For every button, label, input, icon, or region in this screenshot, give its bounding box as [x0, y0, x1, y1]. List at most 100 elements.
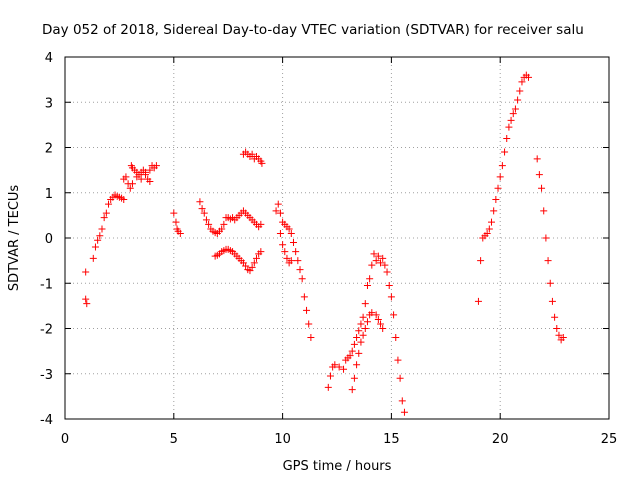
data-point [146, 166, 154, 174]
data-point [348, 347, 356, 355]
data-point [100, 214, 108, 222]
data-point [346, 352, 354, 360]
data-point [294, 257, 302, 265]
x-axis-label: GPS time / hours [283, 459, 392, 474]
data-point [359, 331, 367, 339]
data-point [498, 162, 506, 170]
data-point [555, 331, 563, 339]
data-point [385, 282, 393, 290]
data-point [202, 216, 210, 224]
data-point [368, 309, 376, 317]
data-point [359, 313, 367, 321]
data-point [516, 87, 524, 95]
data-point [102, 209, 110, 217]
data-point [394, 356, 402, 364]
data-point [152, 162, 160, 170]
data-point [398, 397, 406, 405]
data-point [83, 300, 91, 308]
data-point [474, 297, 482, 305]
data-point [361, 325, 369, 332]
data-point [392, 334, 400, 342]
data-point [396, 374, 404, 382]
data-point [357, 320, 365, 328]
series-seg13 [372, 252, 408, 416]
series-seg9 [272, 200, 315, 342]
data-point [374, 252, 382, 260]
data-point [366, 275, 374, 283]
data-point [485, 225, 493, 233]
series-seg1 [82, 268, 91, 308]
series-seg10 [276, 229, 295, 267]
data-point [220, 220, 228, 228]
y-axis-label: SDTVAR / TECUs [7, 185, 22, 292]
data-point [258, 159, 266, 167]
data-point [91, 243, 99, 251]
data-point [326, 372, 334, 380]
y-tick-label: 1 [45, 187, 53, 202]
data-point [324, 383, 332, 391]
data-point [355, 327, 363, 335]
series-seg7 [211, 245, 265, 275]
data-point [353, 334, 361, 342]
data-point [137, 175, 145, 183]
data-point [274, 200, 282, 208]
data-point [511, 105, 519, 113]
data-point [176, 229, 184, 237]
y-tick-label: 3 [45, 96, 53, 111]
data-point [540, 207, 548, 215]
y-tick-label: 4 [45, 51, 53, 66]
data-point [538, 184, 546, 192]
x-tick-label: 10 [274, 432, 291, 447]
data-point [300, 293, 308, 301]
data-point [535, 171, 543, 179]
series-seg5 [170, 209, 184, 237]
data-point [551, 313, 559, 321]
data-point [400, 408, 408, 416]
series-seg11 [324, 250, 378, 391]
data-point [276, 209, 284, 217]
data-point [548, 297, 556, 305]
data-point [285, 225, 293, 233]
data-point [122, 173, 130, 181]
data-point [196, 198, 204, 206]
data-point [303, 306, 311, 314]
data-point [524, 73, 532, 81]
data-point [350, 340, 358, 348]
data-point [483, 229, 491, 237]
data-point [205, 220, 213, 228]
data-point [533, 155, 541, 163]
data-point [509, 110, 517, 118]
data-point [477, 257, 485, 265]
data-point [146, 177, 154, 185]
y-tick-label: 2 [45, 142, 53, 157]
data-point [331, 361, 339, 369]
series-seg4 [128, 168, 154, 188]
series-seg12 [348, 309, 376, 394]
data-point [120, 196, 128, 204]
data-point [307, 334, 315, 342]
data-point [353, 361, 361, 369]
data-point [292, 248, 300, 256]
data-point [546, 279, 554, 287]
data-point [514, 96, 522, 104]
data-point [172, 218, 180, 226]
data-point [487, 218, 495, 226]
data-markers [82, 71, 567, 416]
data-point [252, 254, 260, 262]
y-tick-label: -1 [40, 277, 53, 292]
data-point [170, 209, 178, 217]
y-tick-label: -2 [40, 323, 53, 338]
data-point [250, 259, 258, 267]
grid [65, 57, 609, 419]
data-point [340, 365, 348, 373]
x-tick-label: 25 [601, 432, 618, 447]
data-point [335, 363, 343, 371]
data-point [368, 261, 376, 269]
data-point [372, 311, 380, 319]
data-point [272, 207, 280, 215]
data-point [89, 254, 97, 262]
data-point [494, 184, 502, 192]
x-tick-label: 0 [61, 432, 69, 447]
data-point [287, 257, 295, 265]
